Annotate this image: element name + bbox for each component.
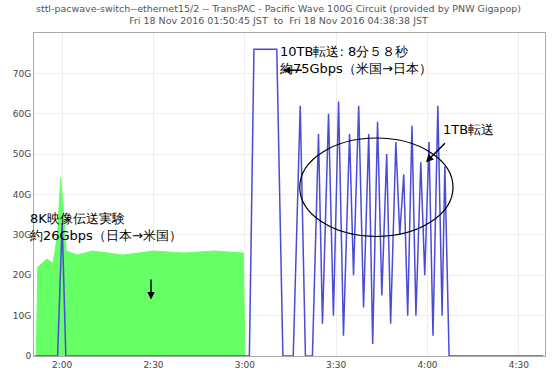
svg-text:2:00: 2:00 [52, 360, 72, 370]
svg-text:0: 0 [25, 351, 31, 361]
svg-text:30G: 30G [13, 230, 31, 240]
svg-text:sttl-pacwave-switch--ethernet1: sttl-pacwave-switch--ethernet15/2 -- Tra… [36, 3, 521, 26]
svg-text:10G: 10G [13, 311, 31, 321]
svg-text:40G: 40G [13, 190, 31, 200]
svg-text:60G: 60G [13, 109, 31, 119]
svg-text:1TB転送: 1TB転送 [443, 122, 494, 137]
svg-text:4:00: 4:00 [417, 360, 437, 370]
svg-text:2:30: 2:30 [143, 360, 163, 370]
svg-text:10TB転送: 8分５８秒約75Gbps（米国→日本）: 10TB転送: 8分５８秒約75Gbps（米国→日本） [280, 44, 432, 76]
svg-text:3:30: 3:30 [326, 360, 346, 370]
svg-text:3:00: 3:00 [235, 360, 255, 370]
svg-text:70G: 70G [13, 69, 31, 79]
svg-text:20G: 20G [13, 270, 31, 280]
svg-text:8K映像伝送実験約26Gbps（日本→米国）: 8K映像伝送実験約26Gbps（日本→米国） [30, 211, 182, 243]
svg-text:4:30: 4:30 [509, 360, 529, 370]
svg-text:50G: 50G [13, 149, 31, 159]
